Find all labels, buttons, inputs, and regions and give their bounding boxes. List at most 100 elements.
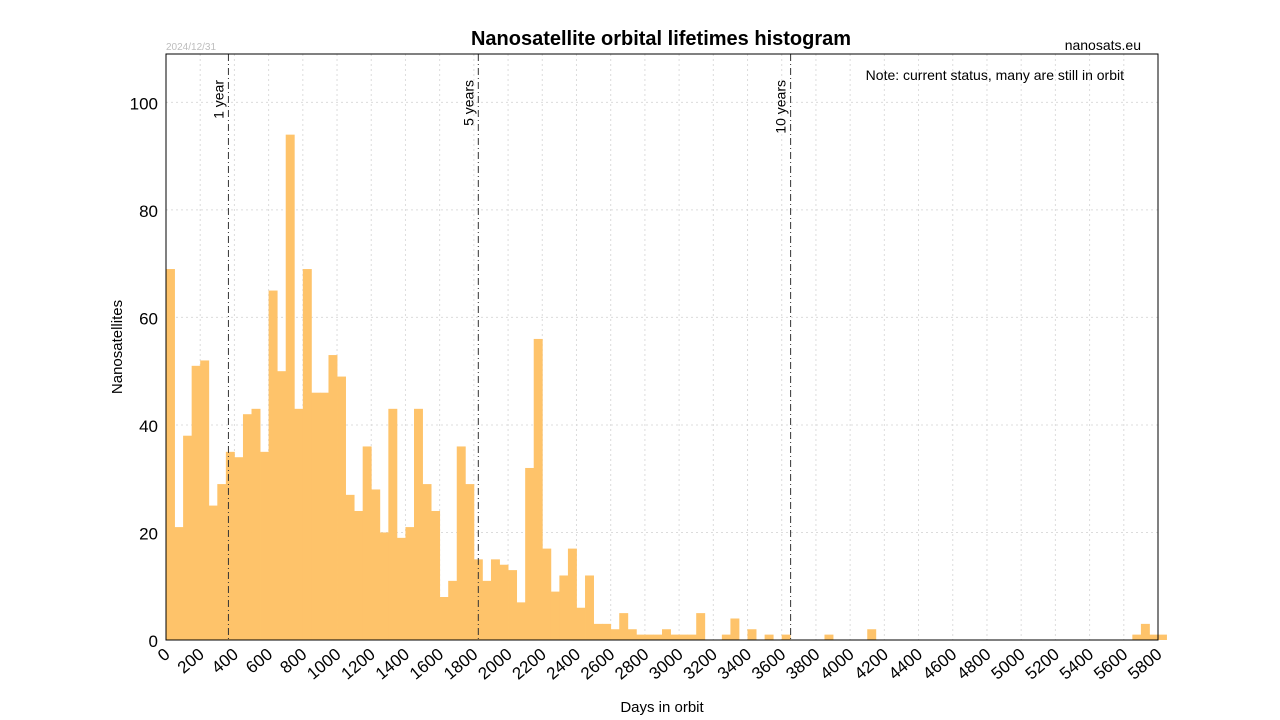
- source-label: nanosats.eu: [1065, 37, 1141, 53]
- x-tick-label: 5600: [1090, 645, 1131, 684]
- x-tick-label: 5400: [1056, 645, 1097, 684]
- histogram-bar: [602, 623, 612, 640]
- x-tick-label: 200: [174, 645, 208, 678]
- x-tick-label: 400: [208, 645, 242, 678]
- x-axis-ticks: 0 200 400 600 800100012001400160018002000220…: [154, 645, 1165, 684]
- histogram-bar: [516, 602, 526, 640]
- histogram-bar: [319, 392, 329, 640]
- histogram-bar: [422, 484, 432, 640]
- x-tick-label: 1600: [406, 645, 447, 684]
- histogram-bar: [439, 596, 449, 640]
- x-tick-label: 4800: [953, 645, 994, 684]
- histogram-bar: [1149, 634, 1159, 640]
- histogram-bar: [490, 559, 500, 640]
- date-stamp: 2024/12/31: [166, 42, 216, 53]
- note-annotation: Note: current status, many are still in …: [866, 67, 1124, 83]
- histogram-bar: [371, 489, 381, 640]
- histogram-bar: [533, 338, 543, 640]
- histogram-bar: [576, 607, 586, 640]
- histogram-bar: [234, 457, 244, 640]
- histogram-bar: [653, 634, 663, 640]
- histogram-bar: [721, 634, 731, 640]
- histogram-bar: [662, 629, 671, 640]
- histogram-bar: [294, 408, 304, 640]
- histogram-bar: [328, 355, 338, 640]
- y-tick-label: 100: [130, 94, 158, 113]
- histogram-bar: [225, 451, 235, 640]
- histogram-bar: [191, 365, 201, 640]
- histogram-bars: [166, 134, 1167, 640]
- x-tick-label: 3000: [645, 645, 686, 684]
- histogram-bar: [260, 451, 270, 640]
- histogram-bar: [251, 408, 261, 640]
- x-tick-label: 3600: [748, 645, 789, 684]
- histogram-bar: [764, 634, 774, 640]
- histogram-bar: [499, 564, 509, 640]
- histogram-bar: [268, 290, 278, 640]
- histogram-bar: [610, 629, 620, 640]
- histogram-bar: [730, 618, 740, 640]
- x-tick-label: 2200: [509, 645, 550, 684]
- reference-line-label: 5 years: [460, 80, 476, 126]
- reference-lines: 1 year 5 years 10 years: [210, 54, 792, 640]
- histogram-bar: [567, 548, 577, 640]
- histogram-bar: [166, 269, 175, 640]
- x-tick-label: 2400: [543, 645, 584, 684]
- y-tick-label: 0: [149, 632, 158, 651]
- x-tick-label: 4200: [851, 645, 892, 684]
- y-tick-label: 40: [139, 417, 158, 436]
- histogram-bar: [867, 629, 877, 640]
- histogram-bar: [687, 634, 697, 640]
- x-tick-label: 1200: [338, 645, 379, 684]
- histogram-bar: [379, 532, 389, 640]
- histogram-bar: [473, 559, 483, 640]
- x-tick-label: 600: [242, 645, 276, 678]
- histogram-bar: [354, 510, 364, 640]
- histogram-bar: [242, 414, 252, 640]
- histogram-bar: [277, 371, 287, 640]
- histogram-bar: [345, 494, 355, 640]
- histogram-bar: [465, 484, 475, 640]
- x-tick-label: 4000: [817, 645, 858, 684]
- y-tick-label: 60: [139, 309, 158, 328]
- x-tick-label: 5200: [1022, 645, 1063, 684]
- y-axis-label: Nanosatellites: [109, 300, 126, 394]
- histogram-bar: [217, 484, 227, 640]
- histogram-bar: [627, 629, 637, 640]
- x-tick-label: 5800: [1124, 645, 1165, 684]
- histogram-bar: [311, 392, 321, 640]
- x-tick-label: 4400: [885, 645, 926, 684]
- x-tick-label: 3800: [782, 645, 823, 684]
- histogram-bar: [388, 408, 398, 640]
- histogram-bar: [679, 634, 689, 640]
- histogram-bar: [619, 613, 629, 640]
- histogram-bar: [362, 446, 372, 640]
- x-tick-label: 2800: [611, 645, 652, 684]
- histogram-bar: [525, 467, 535, 640]
- histogram-bar: [396, 537, 406, 640]
- plot-frame: [165, 53, 1159, 641]
- histogram-bar: [337, 376, 346, 640]
- histogram-bar: [414, 408, 423, 640]
- x-axis-label: Days in orbit: [620, 699, 704, 716]
- histogram-bar: [585, 575, 594, 640]
- y-axis-ticks: 0 20 40 60 80 100: [130, 94, 158, 651]
- histogram-bar: [1158, 634, 1167, 640]
- histogram-bar: [456, 446, 466, 640]
- histogram-bar: [174, 527, 184, 640]
- x-tick-label: 1800: [440, 645, 481, 684]
- histogram-bar: [431, 510, 441, 640]
- histogram-bar: [405, 527, 415, 640]
- histogram-bar: [542, 548, 552, 640]
- histogram-bar: [550, 591, 560, 640]
- histogram-bar: [508, 570, 518, 640]
- histogram-bar: [636, 634, 646, 640]
- x-tick-label: 5000: [988, 645, 1029, 684]
- x-tick-label: 1400: [372, 645, 413, 684]
- x-tick-label: 2000: [474, 645, 515, 684]
- histogram-bar: [559, 575, 569, 640]
- histogram-bar: [200, 360, 210, 640]
- histogram-bar: [448, 580, 458, 640]
- reference-line-label: 10 years: [773, 80, 789, 134]
